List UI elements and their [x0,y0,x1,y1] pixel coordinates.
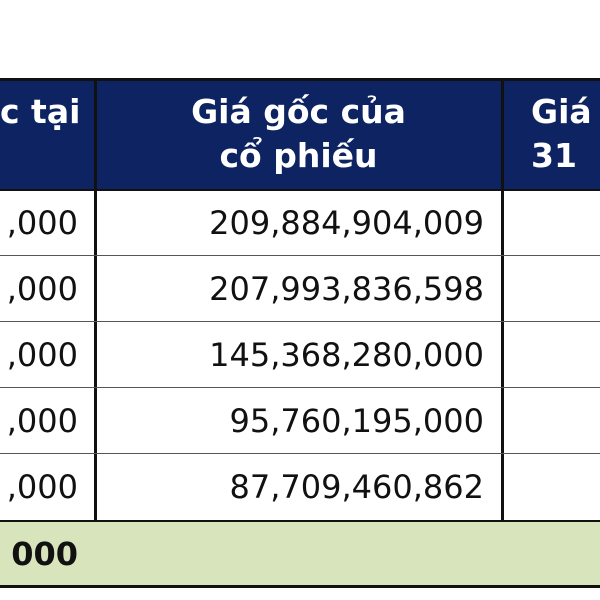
table-cell-left: ,000 [6,269,78,308]
table-row: ,000 209,884,904,009 [0,189,600,255]
table-row: ,000 207,993,836,598 [0,255,600,321]
total-row: 000 [0,520,600,585]
column-divider-left [94,78,97,588]
table-cell-right [504,454,600,519]
table-cell-middle: 209,884,904,009 [209,204,484,242]
total-cell-right [504,522,600,585]
table-cell-right [504,388,600,453]
header-cell-middle: Giá gốc của cổ phiếu [191,92,406,175]
table-cell-right [504,322,600,387]
header-cell-right: Giá 31 [531,92,592,175]
table-cell-left: ,000 [6,401,78,440]
total-cell-middle [97,522,484,585]
table-row: ,000 145,368,280,000 [0,321,600,387]
table-cell-left: ,000 [6,335,78,374]
table-cell-left: ,000 [6,467,78,506]
table-row: ,000 87,709,460,862 [0,453,600,519]
table-cell-middle: 207,993,836,598 [209,269,484,308]
table-header-band [0,81,600,189]
header-cell-left: c tại [0,92,78,131]
table-cell-middle: 145,368,280,000 [209,335,484,374]
total-cell-left: 000 [11,534,78,573]
table-cell-right [504,256,600,321]
column-divider-right [501,78,504,588]
table-cell-middle: 87,709,460,862 [229,467,484,506]
table-row: ,000 95,760,195,000 [0,387,600,453]
table-cell-middle: 95,760,195,000 [229,401,484,440]
table-cell-right [504,191,600,255]
table-cell-left: ,000 [6,204,78,242]
data-table-frame [0,78,600,588]
